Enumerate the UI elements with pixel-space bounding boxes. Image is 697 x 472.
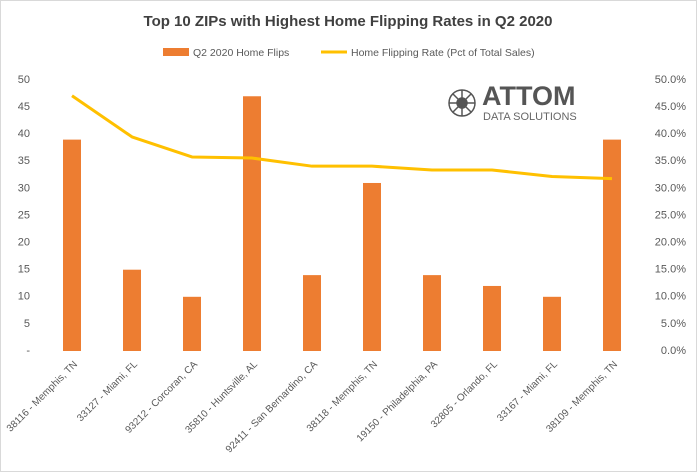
bar: [123, 269, 141, 351]
y-tick-label: 50: [18, 74, 30, 86]
y2-tick-label: 20.0%: [655, 237, 686, 249]
legend-label: Q2 2020 Home Flips: [193, 47, 289, 59]
y2-tick-label: 10.0%: [655, 291, 686, 303]
y-tick-label: 40: [18, 128, 30, 140]
y-tick-label: 15: [18, 264, 30, 276]
y2-tick-label: 45.0%: [655, 101, 686, 113]
bar: [183, 296, 201, 351]
bar: [303, 275, 321, 351]
bar: [63, 139, 81, 351]
logo-tagline: DATA SOLUTIONS: [483, 111, 577, 123]
bar: [603, 139, 621, 351]
y2-tick-label: 15.0%: [655, 264, 686, 276]
y-tick-label: 35: [18, 155, 30, 167]
y-tick-label: 10: [18, 291, 30, 303]
chart-title: Top 10 ZIPs with Highest Home Flipping R…: [144, 13, 553, 30]
y2-tick-label: 5.0%: [661, 318, 686, 330]
logo: ATTOM DATA SOLUTIONS: [448, 81, 577, 123]
y2-tick-label: 30.0%: [655, 182, 686, 194]
bar: [543, 296, 561, 351]
bar: [483, 285, 501, 351]
logo-name: ATTOM: [482, 81, 576, 111]
y2-tick-label: 0.0%: [661, 345, 686, 357]
y-tick-label: 5: [24, 318, 30, 330]
y-tick-label: 20: [18, 237, 30, 249]
y-tick-label: 25: [18, 209, 30, 221]
y-tick-label: -: [26, 345, 30, 357]
bar: [363, 182, 381, 351]
bar: [423, 275, 441, 351]
y-tick-label: 45: [18, 101, 30, 113]
y2-tick-label: 25.0%: [655, 209, 686, 221]
legend-swatch: [163, 48, 189, 56]
bar: [243, 96, 261, 351]
legend-label: Home Flipping Rate (Pct of Total Sales): [351, 47, 535, 59]
line: [71, 94, 613, 181]
y2-tick-label: 50.0%: [655, 74, 686, 86]
y2-tick-label: 40.0%: [655, 128, 686, 140]
y-tick-label: 30: [18, 182, 30, 194]
logo-icon: [448, 89, 476, 117]
y2-tick-label: 35.0%: [655, 155, 686, 167]
